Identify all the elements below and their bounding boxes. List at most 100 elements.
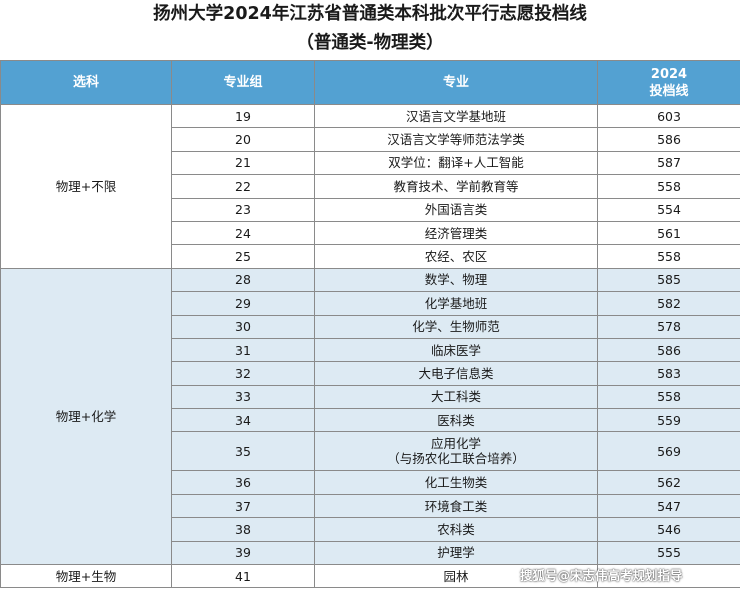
score-cell: 555 [597, 540, 740, 566]
major-text: 医科类 [437, 412, 475, 428]
table-row: 22 教育技术、学前教育等 558 [1, 174, 740, 199]
group-cell: 25 [171, 244, 315, 269]
table-row: 36 化工生物类 562 [1, 470, 740, 495]
table-row: 30 化学、生物师范 578 [1, 314, 740, 339]
major-text: 汉语言文学等师范法学类 [387, 132, 525, 148]
major-text: 大工科类 [430, 389, 481, 405]
table-row: 32 大电子信息类 583 [1, 361, 740, 386]
major-cell: 外国语言类 [314, 197, 598, 222]
major-cell: 医科类 [314, 408, 598, 433]
group-cell: 29 [171, 291, 315, 316]
header-major: 专业 [314, 60, 598, 105]
major-text: （与扬农化工联合培养） [387, 451, 525, 467]
score-cell: 547 [597, 493, 740, 519]
major-text: 环境食工类 [424, 498, 488, 514]
major-text: 化工生物类 [424, 475, 488, 491]
score-cell: 586 [597, 127, 740, 152]
score-cell: 583 [597, 361, 740, 386]
major-text: 农科类 [437, 521, 475, 537]
major-text: 双学位：翻译+人工智能 [388, 155, 524, 171]
major-cell: 汉语言文学基地班 [314, 103, 598, 129]
major-cell: 护理学 [314, 540, 598, 566]
major-text: 数学、物理 [424, 272, 488, 288]
major-cell: 应用化学 （与扬农化工联合培养） [314, 431, 598, 472]
table-row: 23 外国语言类 554 [1, 197, 740, 222]
score-cell: 546 [597, 517, 740, 542]
major-text: 园林 [443, 568, 469, 584]
table-row: 25 农经、农区 558 [1, 244, 740, 269]
major-text: 化学基地班 [424, 295, 488, 311]
group-cell: 19 [171, 103, 315, 129]
score-cell: 587 [597, 150, 740, 176]
subject-cell: 物理+生物 [0, 564, 172, 589]
major-text: 应用化学 [430, 436, 481, 452]
header-score: 2024 投档线 [597, 60, 740, 105]
score-cell: 558 [597, 244, 740, 269]
major-text: 教育技术、学前教育等 [393, 178, 519, 194]
major-cell: 大工科类 [314, 384, 598, 410]
watermark: 搜狐号@宋志伟高考规划指导 [520, 568, 683, 583]
header-score-year: 2024 [650, 66, 688, 82]
group-cell: 21 [171, 150, 315, 176]
group-cell: 30 [171, 314, 315, 339]
major-cell: 教育技术、学前教育等 [314, 174, 598, 199]
major-cell: 农科类 [314, 517, 598, 542]
major-cell: 临床医学 [314, 337, 598, 363]
group-cell: 22 [171, 174, 315, 199]
group-cell: 39 [171, 540, 315, 566]
group-cell: 41 [171, 564, 315, 589]
major-text: 外国语言类 [424, 202, 488, 218]
major-text: 临床医学 [430, 342, 481, 358]
group-cell: 20 [171, 127, 315, 152]
group-cell: 28 [171, 267, 315, 293]
score-cell: 561 [597, 220, 740, 246]
group-cell: 36 [171, 470, 315, 495]
major-cell: 数学、物理 [314, 267, 598, 293]
major-text: 经济管理类 [424, 225, 488, 241]
major-cell: 化学基地班 [314, 291, 598, 316]
header-group: 专业组 [171, 60, 315, 105]
group-cell: 31 [171, 337, 315, 363]
table-row: 24 经济管理类 561 [1, 220, 740, 246]
group-cell: 38 [171, 517, 315, 542]
major-cell: 化工生物类 [314, 470, 598, 495]
document-title: 扬州大学2024年江苏省普通类本科批次平行志愿投档线 （普通类-物理类） [0, 0, 740, 60]
major-text: 化学、生物师范 [412, 319, 500, 335]
table-row: 31 临床医学 586 [1, 337, 740, 363]
header-score-label: 投档线 [649, 83, 689, 99]
table-row: 物理+化学 28 数学、物理 585 [0, 267, 740, 566]
table-body: 物理+不限 19 汉语言文学基地班 603 20 汉语言文学等师范法学类 586 21 双学位：… [0, 103, 740, 589]
score-cell: 554 [597, 197, 740, 222]
group-cell: 32 [171, 361, 315, 386]
table-header-row: 选科 专业组 专业 2024 投档线 [0, 60, 740, 105]
table-row: 34 医科类 559 [1, 408, 740, 433]
score-cell: 585 [597, 267, 740, 293]
table-row: 29 化学基地班 582 [1, 291, 740, 316]
subject-cell: 物理+化学 [0, 267, 172, 566]
subject-cell: 物理+不限 [0, 104, 172, 269]
score-cell: 559 [597, 408, 740, 433]
score-cell: 603 [597, 103, 740, 129]
table-row: 37 环境食工类 547 [1, 493, 740, 519]
score-cell: 586 [597, 337, 740, 363]
major-text: 汉语言文学基地班 [405, 108, 506, 124]
title-line-2: （普通类-物理类） [296, 33, 444, 53]
group-cell: 35 [171, 431, 315, 472]
title-line-1: 扬州大学2024年江苏省普通类本科批次平行志愿投档线 [153, 4, 587, 24]
table-row: 物理+不限 19 汉语言文学基地班 603 [0, 103, 740, 269]
major-cell: 化学、生物师范 [314, 314, 598, 339]
score-cell: 558 [597, 384, 740, 410]
score-cell: 578 [597, 314, 740, 339]
score-cell [597, 564, 740, 589]
group-cell: 23 [171, 197, 315, 222]
major-cell: 双学位：翻译+人工智能 [314, 150, 598, 176]
group-cell: 33 [171, 384, 315, 410]
score-cell: 558 [597, 174, 740, 199]
score-cell: 562 [597, 470, 740, 495]
major-cell: 经济管理类 [314, 220, 598, 246]
header-subject: 选科 [0, 60, 172, 105]
group-cell: 24 [171, 220, 315, 246]
major-cell: 环境食工类 [314, 493, 598, 519]
score-cell: 582 [597, 291, 740, 316]
